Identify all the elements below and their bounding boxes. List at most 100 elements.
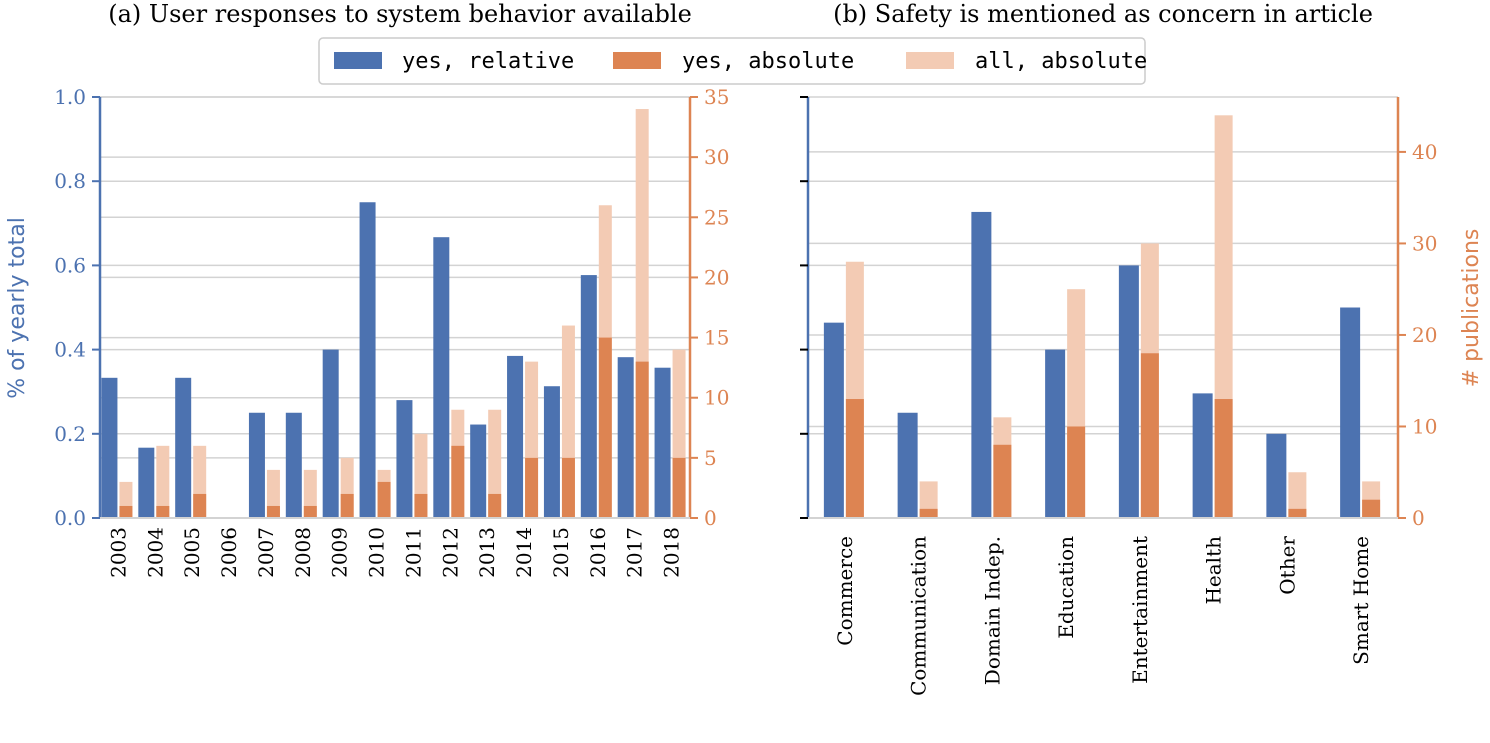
- panel-a-x-tick-label: 2014: [512, 527, 536, 578]
- panel-b-bar-yes-relative-commerce: [823, 322, 844, 518]
- panel-a-bar-yes-absolute-2005: [193, 493, 207, 518]
- panel-a-x-tick-label: 2012: [438, 527, 462, 578]
- panel-a-x-tick-label: 2010: [365, 527, 389, 578]
- panel-b-x-tick-label: Entertainment: [1128, 536, 1152, 684]
- panel-b-x-tick-label: Education: [1054, 536, 1078, 639]
- panel-b-right-tick-label: 0: [1412, 506, 1425, 530]
- panel-a-bar-yes-relative-2004: [138, 447, 155, 518]
- panel-a-bar-yes-relative-2003: [101, 377, 118, 518]
- panel-a-bar-yes-relative-2016: [580, 275, 597, 518]
- panel-b-bar-yes-absolute-entertainment: [1140, 353, 1159, 518]
- panel-b-x-tick-label: Domain Indep.: [980, 536, 1004, 685]
- panel-a-right-tick-label: 35: [704, 85, 729, 109]
- panel-b-bar-yes-relative-domain-indep: [971, 211, 992, 519]
- panel-b-bar-yes-relative-smart-home: [1340, 307, 1361, 518]
- panel-a-bar-yes-relative-2010: [359, 202, 376, 518]
- panel-a-right-tick-label: 30: [704, 145, 729, 169]
- panel-a-left-tick-label: 0.8: [54, 169, 86, 193]
- panel-a-right-tick-label: 10: [704, 386, 729, 410]
- panel-b-x-tick-label: Smart Home: [1349, 536, 1373, 665]
- panel-b-bars: [823, 115, 1381, 519]
- panel-b-x-tick-label: Other: [1275, 536, 1299, 595]
- panel-a-bar-yes-absolute-2004: [156, 505, 170, 518]
- panel-a-bar-yes-absolute-2003: [119, 505, 133, 518]
- panel-a-left-tick-label: 0.2: [54, 422, 86, 446]
- panel-a-x-tick-label: 2003: [106, 527, 130, 578]
- panel-a-right-tick-label: 5: [704, 446, 717, 470]
- panel-b-bar-yes-relative-communication: [897, 412, 918, 518]
- panel-a-bar-yes-relative-2007: [248, 412, 265, 518]
- panel-a-bar-yes-relative-2017: [617, 357, 634, 518]
- panel-b-bar-yes-absolute-smart-home: [1362, 499, 1381, 518]
- panel-a-x-tick-label: 2013: [475, 527, 499, 578]
- panel-b-x-tick-label: Health: [1202, 536, 1226, 605]
- panel-b-plot: Commerce Communication Domain Indep. Educat…: [800, 96, 1437, 696]
- panel-b-title: (b) Safety is mentioned as concern in ar…: [833, 0, 1373, 28]
- panel-b-bar-yes-relative-health: [1192, 393, 1213, 518]
- panel-b-bar-yes-relative-education: [1045, 349, 1066, 518]
- panel-a-bar-yes-absolute-2010: [377, 481, 391, 518]
- legend-label-yes-absolute: yes, absolute: [682, 49, 854, 74]
- legend-label-yes-relative: yes, relative: [402, 49, 574, 74]
- panel-a-bar-yes-relative-2013: [470, 424, 487, 518]
- panel-a-right-tick-label: 0: [704, 506, 717, 530]
- panel-a-plot: 2003 2004 2005 2006 2007 2008 2009 2010 2011 2012…: [54, 85, 729, 578]
- panel-a-bar-yes-absolute-2011: [414, 493, 428, 518]
- panel-a-x-tick-label: 2005: [180, 527, 204, 578]
- panel-a-bar-yes-absolute-2018: [672, 457, 686, 518]
- panel-a-x-tick-label: 2018: [660, 527, 684, 578]
- panel-a-left-tick-label: 0.4: [54, 338, 86, 362]
- panel-a-bar-all-absolute-2004: [156, 445, 170, 518]
- panel-b-bar-yes-absolute-other: [1288, 508, 1307, 518]
- panel-a-x-tick-label: 2007: [254, 527, 278, 578]
- panel-b-gridlines: [808, 96, 1398, 519]
- panel-a-bar-yes-relative-2009: [322, 349, 339, 518]
- panel-a-bar-yes-relative-2008: [285, 412, 302, 518]
- panel-a-right-tick-label: 15: [704, 326, 729, 350]
- panel-b-bar-yes-absolute-communication: [919, 508, 938, 518]
- panel-a-bar-yes-absolute-2015: [561, 457, 575, 518]
- legend-swatch-all-absolute: [906, 52, 954, 69]
- panel-a-bar-yes-relative-2015: [543, 386, 560, 518]
- legend: yes, relative yes, absolute all, absolut…: [318, 37, 1147, 85]
- panel-a-x-tick-label: 2011: [401, 527, 425, 578]
- panel-a-bar-yes-absolute-2016: [598, 337, 612, 518]
- panel-b-right-tick-label: 30: [1412, 231, 1437, 255]
- panel-a-x-tick-label: 2017: [623, 527, 647, 578]
- panel-a-x-tick-label: 2008: [291, 527, 315, 578]
- panel-b-x-tick-label: Commerce: [833, 536, 857, 646]
- panel-a-bar-yes-relative-2011: [396, 400, 413, 518]
- panel-a-bar-yes-relative-2005: [175, 377, 192, 518]
- legend-label-all-absolute: all, absolute: [975, 49, 1147, 74]
- legend-swatch-yes-absolute: [613, 52, 661, 69]
- panel-b-bar-yes-relative-entertainment: [1118, 265, 1139, 518]
- panel-a-x-tick-label: 2009: [328, 527, 352, 578]
- panel-a-bar-yes-relative-2012: [433, 237, 450, 518]
- panel-a-bar-yes-relative-2014: [507, 355, 524, 518]
- panel-a-y-axis-label: % of yearly total: [5, 217, 30, 399]
- panel-b-bar-yes-absolute-education: [1067, 426, 1086, 518]
- panel-b-right-tick-label: 10: [1412, 414, 1437, 438]
- panel-a-left-tick-label: 0.0: [54, 506, 86, 530]
- panel-a-bars: [101, 109, 686, 519]
- legend-swatch-yes-relative: [334, 52, 382, 69]
- panel-a-left-tick-label: 1.0: [54, 85, 86, 109]
- panel-a-bar-yes-absolute-2007: [266, 505, 280, 518]
- panel-b-bar-yes-absolute-domain-indep: [993, 444, 1012, 518]
- panel-a-x-tick-label: 2015: [549, 527, 573, 578]
- panel-a-right-tick-label: 20: [704, 265, 729, 289]
- panel-b-x-tick-label: Communication: [907, 536, 931, 696]
- panel-b-y-axis-label: # publications: [1459, 229, 1484, 388]
- panel-a-title: (a) User responses to system behavior av…: [108, 0, 692, 28]
- panel-a-bar-yes-relative-2018: [654, 367, 671, 518]
- panel-b-right-tick-label: 40: [1412, 140, 1437, 164]
- panel-a-bar-yes-absolute-2012: [451, 445, 465, 518]
- panel-a-left-tick-label: 0.6: [54, 253, 86, 277]
- panel-a-bar-yes-absolute-2013: [488, 493, 502, 518]
- panel-a-x-tick-label: 2016: [586, 527, 610, 578]
- panel-b-bar-yes-absolute-health: [1214, 399, 1233, 518]
- panel-b-right-tick-label: 20: [1412, 323, 1437, 347]
- panel-a-bar-all-absolute-2013: [488, 409, 502, 518]
- panel-a-right-tick-label: 25: [704, 205, 729, 229]
